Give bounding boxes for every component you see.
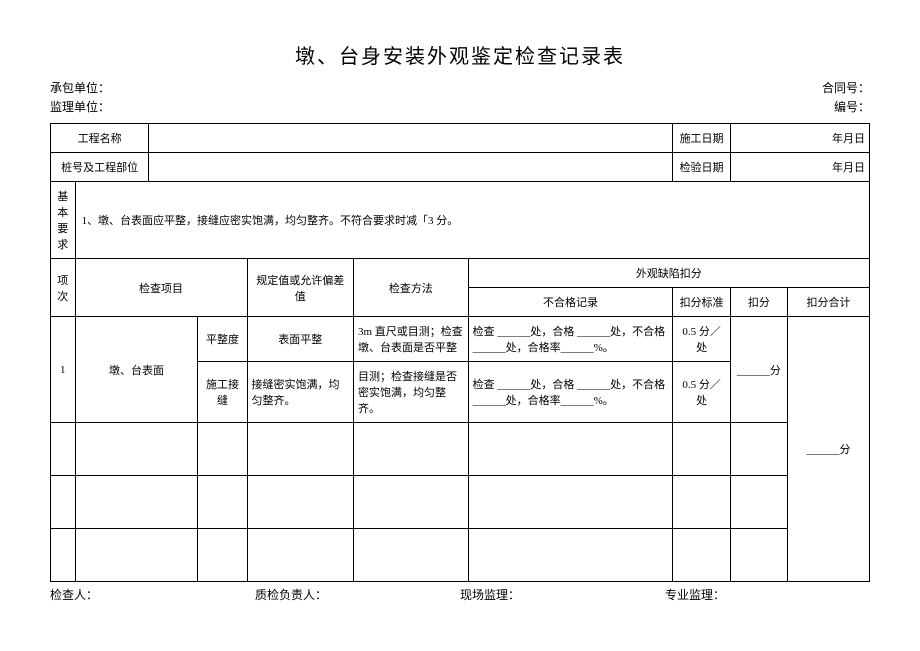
e2c8 xyxy=(730,476,787,529)
supervisor-label: 监理单位： xyxy=(50,98,110,115)
e3c8 xyxy=(730,529,787,582)
e1c8 xyxy=(730,423,787,476)
construction-date-label: 施工日期 xyxy=(673,124,730,153)
site-supervisor-label: 现场监理： xyxy=(460,586,665,603)
footer-row: 检查人： 质检负责人： 现场监理： 专业监理： xyxy=(50,586,870,603)
method2: 目测；检查接缝是否密实饱满，均匀整齐。 xyxy=(353,362,468,423)
e1c4 xyxy=(247,423,353,476)
standard1: 0.5 分／处 xyxy=(673,317,730,362)
e1c5 xyxy=(353,423,468,476)
hdr-spec: 规定值或允许偏差值 xyxy=(247,259,353,317)
header-row-1: 工程名称 施工日期 年月日 xyxy=(51,124,870,153)
seq-1: 1 xyxy=(51,317,76,423)
e3c3 xyxy=(198,529,247,582)
total-1: ______分 xyxy=(788,317,870,582)
hdr-defect: 外观缺陷扣分 xyxy=(468,259,869,288)
basic-req-label: 基本要求 xyxy=(51,182,76,259)
spec1: 表面平整 xyxy=(247,317,353,362)
construction-date-value: 年月日 xyxy=(730,124,869,153)
data-row-empty-3 xyxy=(51,529,870,582)
hdr-seq: 项次 xyxy=(51,259,76,317)
contract-no-label: 合同号： xyxy=(822,79,870,96)
e3c1 xyxy=(51,529,76,582)
e1c6 xyxy=(468,423,673,476)
e1c7 xyxy=(673,423,730,476)
inspection-date-value: 年月日 xyxy=(730,153,869,182)
spec2: 接缝密实饱满，均匀整齐。 xyxy=(247,362,353,423)
pro-supervisor-label: 专业监理： xyxy=(665,586,870,603)
e2c1 xyxy=(51,476,76,529)
deduct-1: ______分 xyxy=(730,317,787,423)
sub2: 施工接缝 xyxy=(198,362,247,423)
hdr-method: 检查方法 xyxy=(353,259,468,317)
contractor-label: 承包单位： xyxy=(50,79,110,96)
data-row-empty-1 xyxy=(51,423,870,476)
e2c2 xyxy=(75,476,198,529)
e2c7 xyxy=(673,476,730,529)
basic-req-text: 1、墩、台表面应平整，接缝应密实饱满，均匀整齐。不符合要求时减「3 分。 xyxy=(75,182,869,259)
e1c3 xyxy=(198,423,247,476)
e1c2 xyxy=(75,423,198,476)
standard2: 0.5 分／处 xyxy=(673,362,730,423)
e3c5 xyxy=(353,529,468,582)
qc-label: 质检负责人： xyxy=(255,586,460,603)
e3c4 xyxy=(247,529,353,582)
hdr-standard: 扣分标准 xyxy=(673,288,730,317)
item-main-1: 墩、台表面 xyxy=(75,317,198,423)
inspection-table: 工程名称 施工日期 年月日 桩号及工程部位 检验日期 年月日 基本要求 1、墩、… xyxy=(50,123,870,582)
hdr-record: 不合格记录 xyxy=(468,288,673,317)
e2c4 xyxy=(247,476,353,529)
e2c6 xyxy=(468,476,673,529)
header-row-2: 桩号及工程部位 检验日期 年月日 xyxy=(51,153,870,182)
project-name-label: 工程名称 xyxy=(51,124,149,153)
record2: 检查 ______处，合格 ______处，不合格 ______处，合格率___… xyxy=(468,362,673,423)
meta-row-2: 监理单位： 编号： xyxy=(50,98,870,115)
record1: 检查 ______处，合格 ______处，不合格 ______处，合格率___… xyxy=(468,317,673,362)
e2c5 xyxy=(353,476,468,529)
data-row-empty-2 xyxy=(51,476,870,529)
inspector-label: 检查人： xyxy=(50,586,255,603)
hdr-item: 检查项目 xyxy=(75,259,247,317)
page-title: 墩、台身安装外观鉴定检查记录表 xyxy=(50,40,870,69)
e2c3 xyxy=(198,476,247,529)
pile-label: 桩号及工程部位 xyxy=(51,153,149,182)
hdr-deduct: 扣分 xyxy=(730,288,787,317)
e3c2 xyxy=(75,529,198,582)
col-header-1: 项次 检查项目 规定值或允许偏差值 检查方法 外观缺陷扣分 xyxy=(51,259,870,288)
sub1: 平整度 xyxy=(198,317,247,362)
project-name-value xyxy=(149,124,673,153)
method1: 3m 直尺或目测；检查墩、台表面是否平整 xyxy=(353,317,468,362)
data-row-1a: 1 墩、台表面 平整度 表面平整 3m 直尺或目测；检查墩、台表面是否平整 检查… xyxy=(51,317,870,362)
serial-no-label: 编号： xyxy=(834,98,870,115)
inspection-date-label: 检验日期 xyxy=(673,153,730,182)
e3c7 xyxy=(673,529,730,582)
meta-row-1: 承包单位： 合同号： xyxy=(50,79,870,96)
hdr-total: 扣分合计 xyxy=(788,288,870,317)
pile-value xyxy=(149,153,673,182)
e3c6 xyxy=(468,529,673,582)
basic-req-row: 基本要求 1、墩、台表面应平整，接缝应密实饱满，均匀整齐。不符合要求时减「3 分… xyxy=(51,182,870,259)
e1c1 xyxy=(51,423,76,476)
